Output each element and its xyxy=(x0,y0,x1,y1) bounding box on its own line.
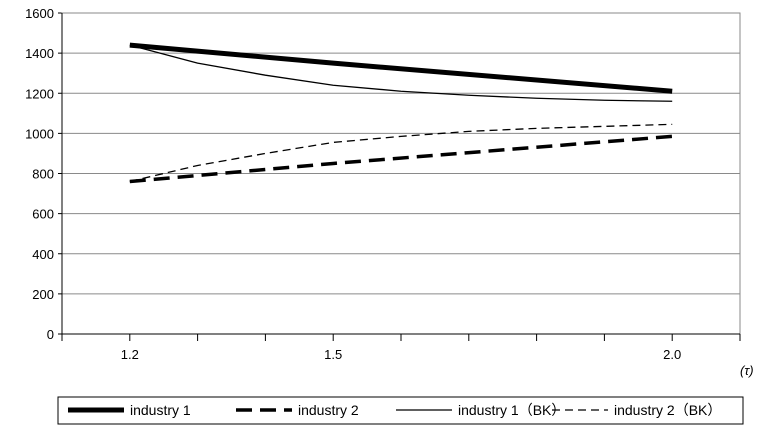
legend: industry 1 industry 2 industry 1（BK） indust… xyxy=(57,396,744,425)
legend-label: industry 1 xyxy=(130,402,191,418)
y-tick-label: 0 xyxy=(47,327,54,342)
series-lines xyxy=(129,42,673,184)
y-tick-label: 1600 xyxy=(25,6,54,21)
series-line-thin-solid xyxy=(129,44,673,102)
y-tick-label: 1400 xyxy=(25,46,54,61)
x-axis-label: (τ) xyxy=(740,363,754,378)
series-line-thick-dashed xyxy=(129,134,673,184)
y-tick-label: 200 xyxy=(32,287,54,302)
y-tick-labels: 0 200 400 600 800 1000 1200 1400 1600 xyxy=(25,6,54,342)
y-tick-label: 800 xyxy=(32,167,54,182)
y-tick-label: 400 xyxy=(32,247,54,262)
legend-label: industry 2 xyxy=(298,402,359,418)
series-line-thick-solid xyxy=(129,42,673,94)
legend-items: industry 1 industry 2 industry 1（BK） indust… xyxy=(68,402,721,418)
legend-label: industry 2（BK） xyxy=(614,402,721,418)
axes xyxy=(61,12,741,341)
x-tick-label: 1.5 xyxy=(324,347,342,362)
legend-label: industry 1（BK） xyxy=(458,402,565,418)
series-line-thin-dashed xyxy=(129,123,673,183)
y-tick-label: 1200 xyxy=(25,86,54,101)
x-tick-label: 2.0 xyxy=(663,347,681,362)
y-tick-label: 1000 xyxy=(25,126,54,141)
x-tick-labels: 1.2 1.5 2.0 xyxy=(121,347,681,362)
x-tick-label: 1.2 xyxy=(121,347,139,362)
y-tick-label: 600 xyxy=(32,207,54,222)
gridlines xyxy=(58,12,740,335)
